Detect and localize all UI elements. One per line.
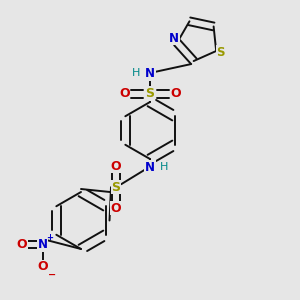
Text: −: − (48, 269, 56, 280)
Text: H: H (132, 68, 141, 79)
Text: N: N (145, 67, 155, 80)
Text: S: S (111, 181, 120, 194)
Text: H: H (160, 162, 169, 172)
Text: N: N (38, 238, 48, 251)
Text: +: + (46, 233, 53, 242)
Text: O: O (110, 202, 121, 215)
Text: S: S (216, 46, 225, 59)
Text: O: O (119, 87, 130, 100)
Text: O: O (16, 238, 27, 251)
Text: O: O (110, 160, 121, 173)
Text: O: O (38, 260, 48, 274)
Text: N: N (145, 160, 155, 174)
Text: O: O (170, 87, 181, 100)
Text: N: N (169, 32, 179, 45)
Text: S: S (146, 87, 154, 100)
